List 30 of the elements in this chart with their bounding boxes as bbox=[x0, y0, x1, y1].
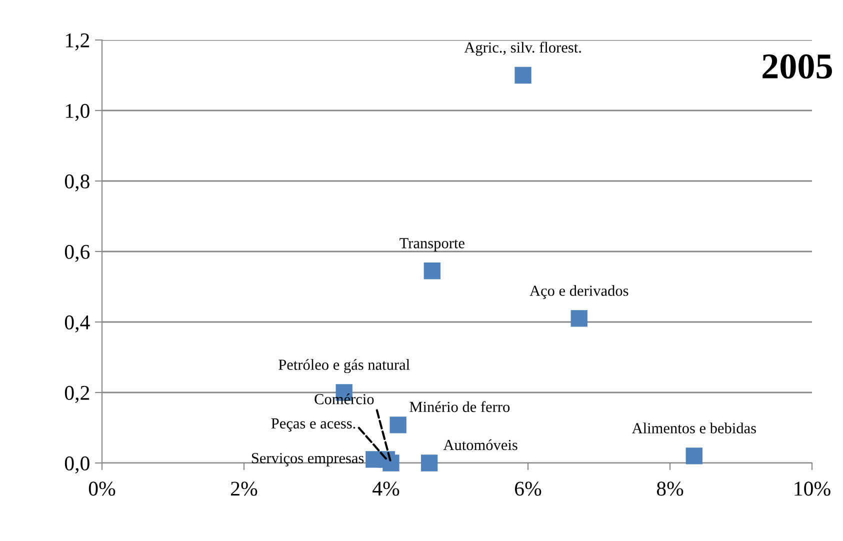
point bbox=[424, 262, 440, 280]
annotation: Transporte bbox=[400, 238, 464, 252]
x-tick-label: 6% bbox=[515, 482, 542, 496]
y-tick-label: 0,6 bbox=[64, 244, 90, 262]
y-tick-label: 1,2 bbox=[66, 33, 90, 50]
y-tick-label: 1,0 bbox=[66, 104, 90, 121]
annotation: Aço e derivados bbox=[530, 285, 628, 300]
point bbox=[686, 448, 702, 464]
annotation: Alimentos e bebidas bbox=[632, 422, 756, 434]
point bbox=[514, 66, 532, 84]
annotation: Automóveis bbox=[443, 439, 518, 450]
point bbox=[390, 416, 406, 434]
x-tick-label: 2% bbox=[231, 482, 258, 496]
x-tick-label: 0% bbox=[88, 482, 116, 496]
annotation: Serviços empresas bbox=[252, 453, 364, 466]
x-tick-label: 10% bbox=[794, 482, 830, 496]
annotation: 2005 bbox=[762, 54, 832, 79]
y-tick-label: 0,4 bbox=[64, 315, 90, 332]
point bbox=[420, 454, 438, 472]
x-tick-label: 8% bbox=[656, 482, 684, 496]
annotation: Petróleo e gás natural bbox=[278, 359, 410, 374]
x-tick-label: 4% bbox=[372, 482, 400, 496]
y-tick-label: 0,8 bbox=[64, 174, 90, 192]
annotation: Minério de ferro bbox=[410, 401, 510, 412]
point bbox=[570, 310, 588, 327]
annotation: Comércio bbox=[314, 394, 374, 404]
annotation: Agric., silv. florest. bbox=[464, 42, 581, 56]
y-tick-label: 0,2 bbox=[64, 386, 90, 403]
annotation: Peças e acess. bbox=[271, 418, 356, 432]
y-tick-label: 0,0 bbox=[64, 456, 90, 474]
